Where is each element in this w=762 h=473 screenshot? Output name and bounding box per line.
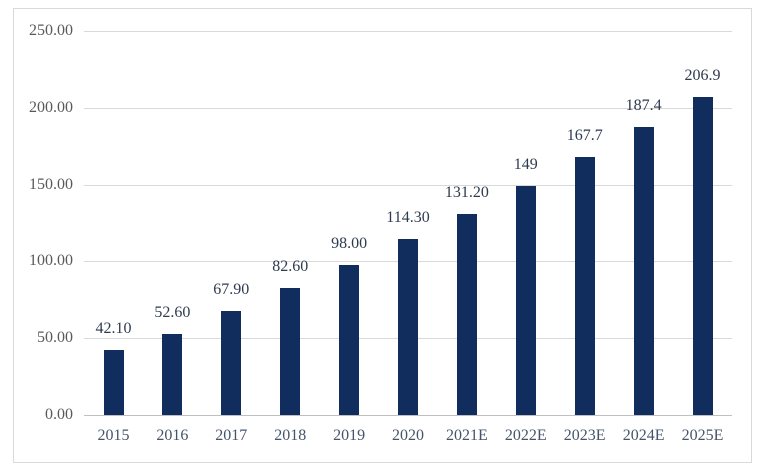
chart-frame-border	[13, 8, 752, 463]
bar-2017	[221, 310, 242, 415]
y-axis-tick-label: 50.00	[37, 329, 73, 346]
x-axis-tick-label: 2025E	[681, 427, 724, 444]
data-label: 82.60	[272, 258, 309, 276]
y-axis-tick-label: 150.00	[29, 176, 73, 193]
bar-2020	[398, 239, 418, 415]
data-label: 167.7	[566, 127, 603, 145]
bar-2019	[339, 264, 360, 415]
gridline	[84, 31, 732, 32]
data-label: 114.30	[386, 209, 430, 227]
data-label: 67.90	[213, 280, 250, 298]
x-axis-tick-label: 2023E	[563, 427, 606, 444]
bar-2025E	[692, 97, 713, 415]
data-label: 98.00	[331, 234, 368, 252]
bar-2021E	[456, 213, 477, 415]
x-axis-tick-label: 2017	[215, 427, 248, 444]
data-label: 206.9	[684, 67, 721, 85]
data-label: 187.4	[625, 97, 662, 115]
bar-2016	[162, 334, 183, 415]
data-label: 52.60	[154, 304, 191, 322]
y-axis-tick-label: 200.00	[29, 99, 73, 116]
data-label: 131.20	[444, 183, 489, 201]
x-axis-line	[84, 415, 732, 416]
y-axis-tick-label: 250.00	[29, 22, 73, 39]
x-axis-tick-label: 2018	[274, 427, 307, 444]
x-axis-tick-label: 2019	[333, 427, 366, 444]
bar-2018	[280, 288, 301, 415]
y-axis-tick-label: 100.00	[29, 252, 73, 269]
gridline	[84, 108, 732, 109]
x-axis-tick-label: 2015	[97, 427, 130, 444]
data-label: 149	[513, 156, 538, 174]
bar-2023E	[574, 157, 595, 415]
bar-2024E	[633, 127, 654, 415]
y-axis-tick-label: 0.00	[45, 406, 73, 423]
data-label: 42.10	[95, 320, 132, 338]
x-axis-tick-label: 2020	[392, 427, 424, 444]
x-axis-tick-label: 2024E	[622, 427, 665, 444]
x-axis-tick-label: 2022E	[504, 427, 547, 444]
bar-2015	[103, 350, 124, 415]
gridline	[84, 185, 732, 186]
x-axis-tick-label: 2021E	[446, 427, 488, 444]
bar-2022E	[515, 186, 536, 415]
x-axis-tick-label: 2016	[156, 427, 189, 444]
